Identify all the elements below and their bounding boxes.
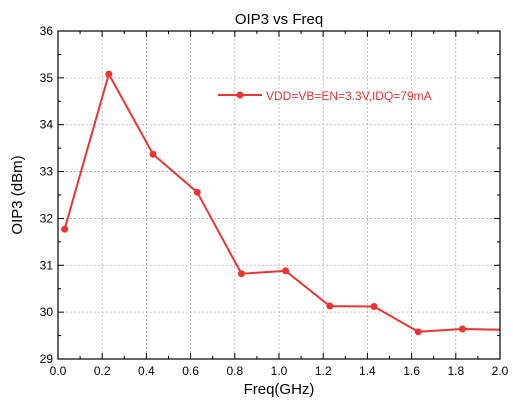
- y-tick-label: 34: [40, 118, 54, 132]
- x-tick-label: 1.6: [403, 364, 420, 378]
- x-tick-label: 0.2: [94, 364, 111, 378]
- data-point: [149, 150, 157, 158]
- data-point: [326, 302, 334, 310]
- series-layer: [61, 70, 500, 336]
- x-tick-label: 0.0: [50, 364, 67, 378]
- chart-title: OIP3 vs Freq: [235, 11, 323, 28]
- data-point: [105, 70, 113, 78]
- x-tick-label: 0.6: [182, 364, 199, 378]
- y-tick-label: 35: [40, 71, 54, 85]
- y-tick-label: 32: [40, 211, 54, 225]
- x-tick-label: 2.0: [492, 364, 509, 378]
- x-tick-label: 1.8: [447, 364, 464, 378]
- x-tick-label: 1.4: [359, 364, 376, 378]
- ticks: 0.0 0.2 0.4 0.6 0.8 1.0 1.2 1.4 1.6 1.8 2.0 29 30 31 3…: [40, 24, 509, 378]
- y-tick-label: 29: [40, 352, 54, 366]
- legend: VDD=VB=EN=3.3V,IDQ=79mA: [218, 89, 432, 103]
- data-point: [370, 303, 378, 311]
- data-point: [193, 188, 201, 196]
- series-line: [63, 73, 500, 333]
- y-axis-label: OIP3 (dBm): [9, 155, 26, 234]
- y-tick-label: 30: [40, 305, 54, 319]
- x-tick-label: 1.0: [271, 364, 288, 378]
- y-tick-label: 31: [40, 258, 54, 272]
- grid: [58, 31, 500, 359]
- x-axis-label: Freq(GHz): [244, 381, 315, 398]
- legend-label: VDD=VB=EN=3.3V,IDQ=79mA: [266, 89, 432, 103]
- x-tick-label: 1.2: [315, 364, 332, 378]
- data-point: [237, 270, 245, 278]
- y-tick-label: 36: [40, 24, 54, 38]
- legend-marker: [236, 91, 244, 99]
- data-point: [458, 325, 466, 333]
- data-point: [414, 328, 422, 336]
- y-tick-label: 33: [40, 165, 54, 179]
- data-point: [61, 225, 69, 233]
- x-tick-label: 0.8: [226, 364, 243, 378]
- data-point: [282, 267, 290, 275]
- x-tick-label: 0.4: [138, 364, 155, 378]
